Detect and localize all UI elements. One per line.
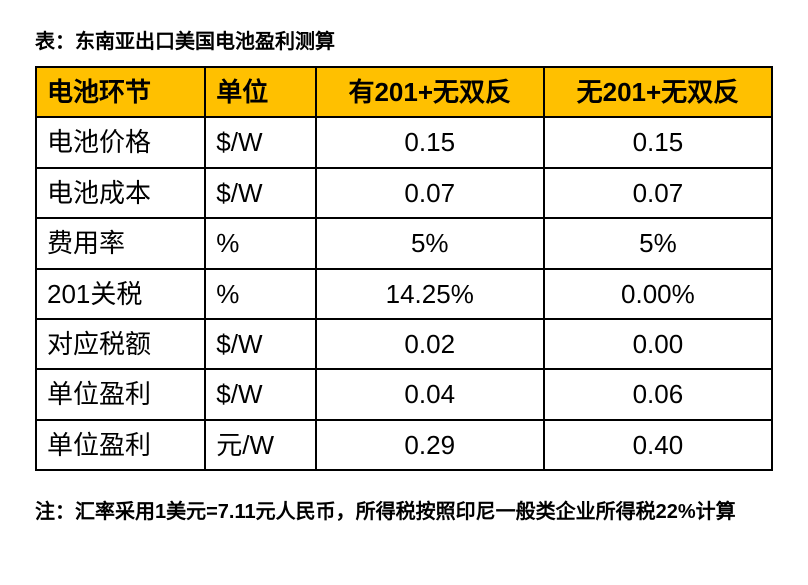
cell-unit: $/W xyxy=(205,319,315,369)
cell-label: 单位盈利 xyxy=(36,369,205,419)
table-row: 201关税 % 14.25% 0.00% xyxy=(36,269,772,319)
table-title: 表：东南亚出口美国电池盈利测算 xyxy=(35,25,773,54)
cell-value: 0.04 xyxy=(316,369,544,419)
table-row: 单位盈利 $/W 0.04 0.06 xyxy=(36,369,772,419)
cell-label: 电池成本 xyxy=(36,168,205,218)
header-scenario-2: 无201+无双反 xyxy=(544,67,772,117)
table-row: 费用率 % 5% 5% xyxy=(36,218,772,268)
header-segment: 电池环节 xyxy=(36,67,205,117)
cell-unit: 元/W xyxy=(205,420,315,470)
cell-value: 5% xyxy=(316,218,544,268)
cell-value: 5% xyxy=(544,218,772,268)
cell-unit: $/W xyxy=(205,369,315,419)
profit-table: 电池环节 单位 有201+无双反 无201+无双反 电池价格 $/W 0.15 … xyxy=(35,66,773,471)
header-unit: 单位 xyxy=(205,67,315,117)
cell-unit: % xyxy=(205,218,315,268)
cell-value: 0.07 xyxy=(544,168,772,218)
cell-label: 费用率 xyxy=(36,218,205,268)
cell-label: 对应税额 xyxy=(36,319,205,369)
table-header-row: 电池环节 单位 有201+无双反 无201+无双反 xyxy=(36,67,772,117)
cell-label: 201关税 xyxy=(36,269,205,319)
table-row: 单位盈利 元/W 0.29 0.40 xyxy=(36,420,772,470)
cell-unit: $/W xyxy=(205,168,315,218)
table-footnote: 注：汇率采用1美元=7.11元人民币，所得税按照印尼一般类企业所得税22%计算 xyxy=(35,499,755,526)
table-row: 对应税额 $/W 0.02 0.00 xyxy=(36,319,772,369)
table-row: 电池成本 $/W 0.07 0.07 xyxy=(36,168,772,218)
cell-value: 0.29 xyxy=(316,420,544,470)
cell-value: 0.15 xyxy=(544,117,772,167)
cell-value: 0.40 xyxy=(544,420,772,470)
cell-value: 0.02 xyxy=(316,319,544,369)
cell-value: 0.00 xyxy=(544,319,772,369)
header-scenario-1: 有201+无双反 xyxy=(316,67,544,117)
cell-value: 0.07 xyxy=(316,168,544,218)
cell-label: 单位盈利 xyxy=(36,420,205,470)
cell-value: 0.06 xyxy=(544,369,772,419)
table-row: 电池价格 $/W 0.15 0.15 xyxy=(36,117,772,167)
cell-label: 电池价格 xyxy=(36,117,205,167)
cell-unit: % xyxy=(205,269,315,319)
cell-unit: $/W xyxy=(205,117,315,167)
cell-value: 14.25% xyxy=(316,269,544,319)
cell-value: 0.00% xyxy=(544,269,772,319)
cell-value: 0.15 xyxy=(316,117,544,167)
